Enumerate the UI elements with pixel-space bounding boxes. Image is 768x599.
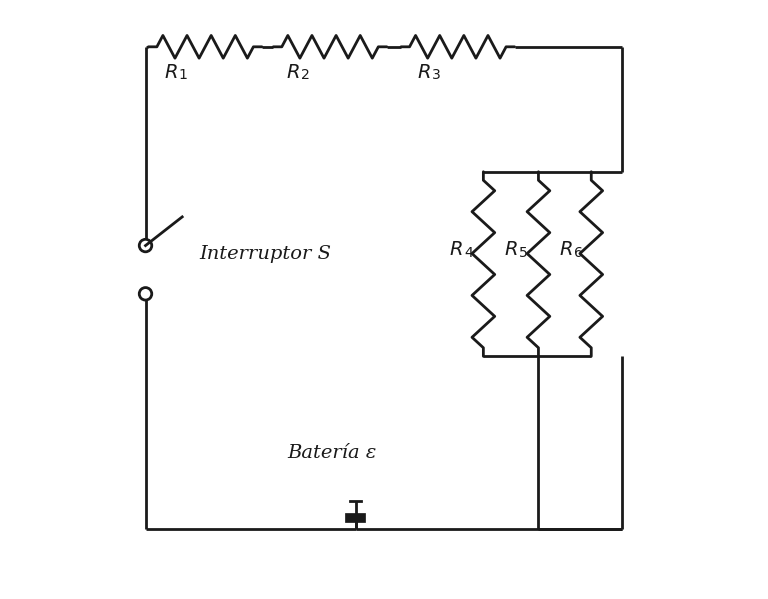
Text: $\mathit{R}$: $\mathit{R}$ xyxy=(559,240,573,259)
Text: 3: 3 xyxy=(432,68,441,83)
Text: Interruptor S: Interruptor S xyxy=(200,245,332,263)
Text: 1: 1 xyxy=(178,68,187,83)
Text: 4: 4 xyxy=(464,246,473,259)
Text: 5: 5 xyxy=(519,246,528,259)
Text: $\mathit{R}$: $\mathit{R}$ xyxy=(449,240,463,259)
Text: $\mathit{R}$: $\mathit{R}$ xyxy=(286,63,300,81)
Text: $\mathit{R}$: $\mathit{R}$ xyxy=(505,240,518,259)
Text: Batería ε: Batería ε xyxy=(287,444,377,462)
Text: 2: 2 xyxy=(301,68,310,83)
Text: $\mathit{R}$: $\mathit{R}$ xyxy=(164,63,177,81)
Text: $\mathit{R}$: $\mathit{R}$ xyxy=(417,63,431,81)
Text: 6: 6 xyxy=(574,246,583,259)
